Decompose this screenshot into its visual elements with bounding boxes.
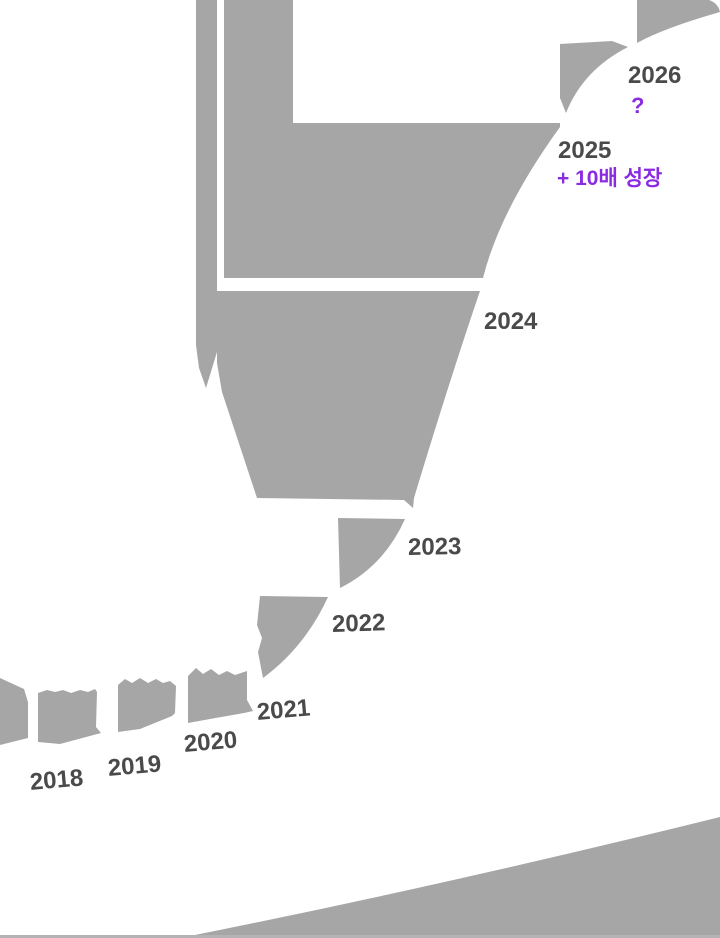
year-label-2024: 2024: [484, 308, 538, 335]
year-label-2020: 2020: [182, 726, 239, 758]
curve-segment-2024: [217, 291, 480, 508]
year-label-2025: 2025: [558, 137, 612, 164]
curve-segment-left-edge: [0, 678, 28, 745]
curve-segment-2019: [118, 678, 176, 732]
curve-segment-2020: [188, 668, 253, 723]
curve-segment-2022: [257, 596, 328, 678]
curve-segment-2026: [560, 41, 628, 113]
curve-segment-2018: [38, 689, 101, 744]
year-label-2026: 2026: [628, 62, 682, 89]
growth-annotation: + 10배 성장: [557, 167, 663, 190]
year-label-2021: 2021: [255, 694, 312, 726]
curve-segment-2025: [224, 0, 560, 278]
question-annotation: ?: [631, 93, 645, 118]
curve-segment-2023: [338, 518, 405, 588]
year-label-2019: 2019: [106, 750, 163, 782]
year-label-2022: 2022: [331, 609, 386, 638]
curve-segment-top-right: [637, 0, 720, 43]
bottom-baseline: [0, 935, 720, 938]
year-label-2023: 2023: [407, 533, 462, 561]
year-label-2018: 2018: [28, 764, 85, 796]
bottom-slope: [185, 817, 720, 938]
curve-segment-strip: [196, 0, 217, 388]
